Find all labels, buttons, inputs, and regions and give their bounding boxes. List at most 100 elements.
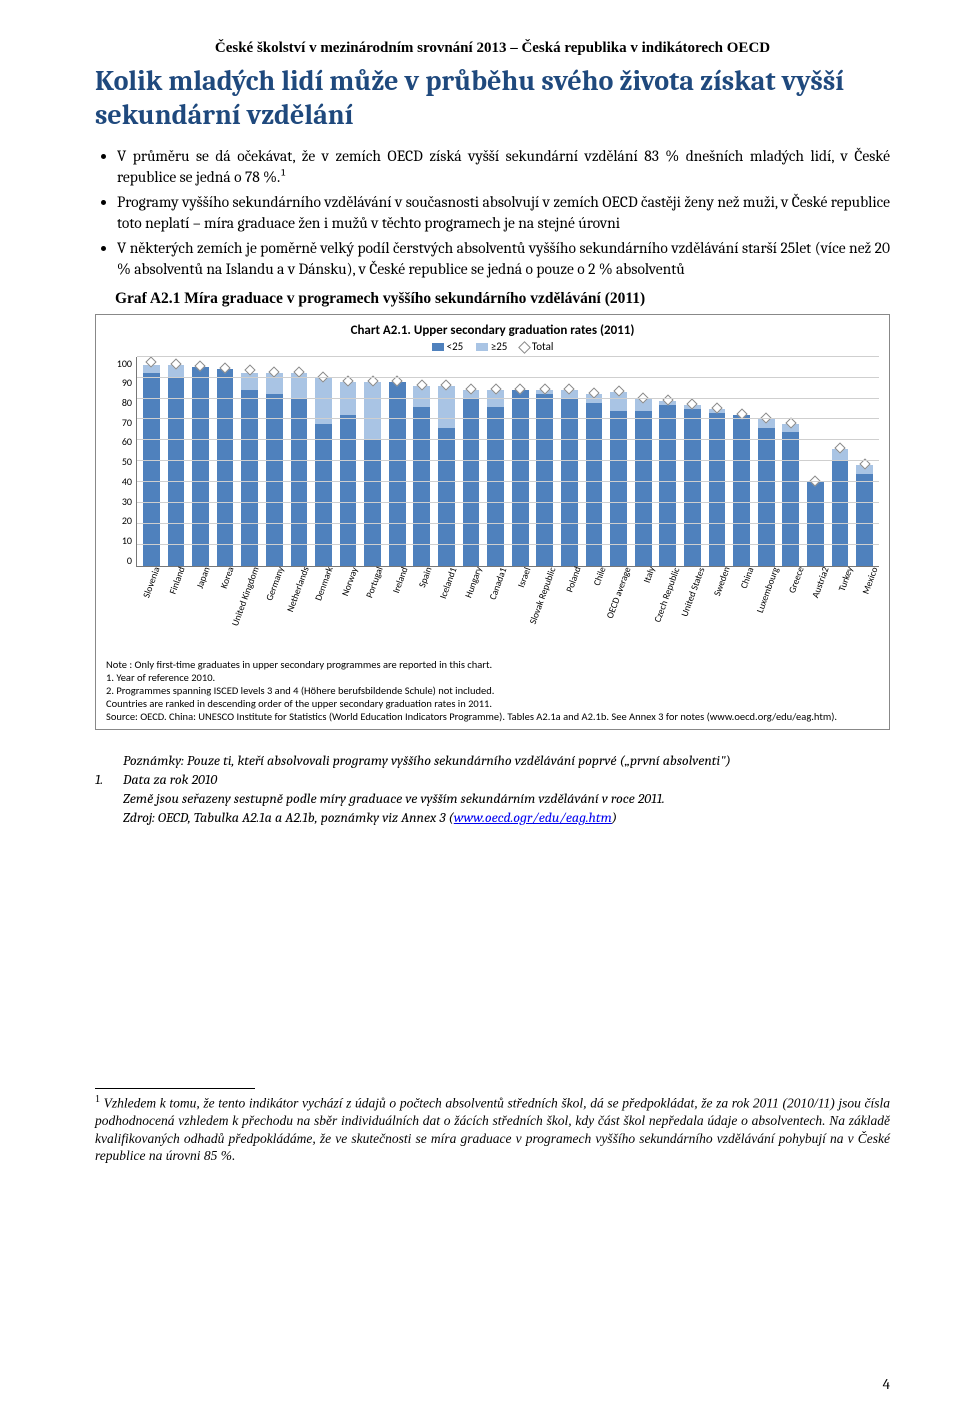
bar-segment-lt25 [536,394,553,565]
note-line: Zdroj: OECD, Tabulka A2.1a a A2.1b, pozn… [123,809,617,828]
bar-slot [754,357,779,566]
bar-segment-lt25 [659,405,676,566]
bar-stack [168,357,185,566]
chart-legend: <25 ≥25 Total [106,340,879,353]
bar-slot [606,357,631,566]
bar-stack [856,357,873,566]
bar-stack [266,357,283,566]
bar-stack [463,357,480,566]
bar-stack [512,357,529,566]
bar-slot [705,357,730,566]
chart-heading: Graf A2.1 Míra graduace v programech vyš… [115,290,890,308]
gridline [137,460,879,461]
chart-plot-area [136,357,879,567]
bar-slot [213,357,238,566]
bar-stack [487,357,504,566]
bar-stack [561,357,578,566]
bar-slot [237,357,262,566]
bar-slot [483,357,508,566]
bullet-item: V průměru se dá očekávat, že v zemích OE… [117,146,890,188]
ytick-label: 0 [106,554,132,567]
gridline [137,418,879,419]
bar-slot [360,357,385,566]
bar-stack [315,357,332,566]
note-line: Země jsou seřazeny sestupně podle míry g… [123,790,665,809]
footnote-text: Vzhledem k tomu, že tento indikátor vych… [95,1095,890,1163]
bar-slot [188,357,213,566]
bar-slot [655,357,680,566]
bar-slot [287,357,312,566]
bar-slot [631,357,656,566]
bar-stack [659,357,676,566]
legend-swatch-lt25 [432,343,444,351]
ytick-label: 40 [106,475,132,488]
bullet-item: Programy vyššího sekundárního vzdělávání… [117,192,890,234]
bar-stack [364,357,381,566]
bar-segment-ge25 [340,382,357,415]
footnote: 1 Vzhledem k tomu, že tento indikátor vy… [95,1093,890,1165]
bar-segment-lt25 [586,403,603,566]
bar-slot [139,357,164,566]
gridline [137,481,879,482]
bar-stack [832,357,849,566]
bar-segment-lt25 [807,482,824,566]
ytick-label: 60 [106,435,132,448]
legend-swatch-total [518,341,531,354]
bar-slot [508,357,533,566]
bar-segment-lt25 [413,407,430,566]
bar-stack [192,357,209,566]
bar-slot [557,357,582,566]
bar-slot [778,357,803,566]
bar-stack [438,357,455,566]
ytick-label: 90 [106,376,132,389]
bar-segment-lt25 [217,369,234,565]
gridline [137,544,879,545]
bar-stack [758,357,775,566]
ytick-label: 10 [106,534,132,547]
running-header: České školství v mezinárodním srovnání 2… [95,40,890,57]
ytick-label: 80 [106,396,132,409]
bar-slot [262,357,287,566]
bar-segment-lt25 [291,399,308,566]
bar-segment-lt25 [758,428,775,566]
bullet-list: V průměru se dá očekávat, že v zemích OE… [95,146,890,280]
footnote-rule [95,1088,255,1089]
ytick-label: 30 [106,495,132,508]
bar-slot [410,357,435,566]
chart-yaxis: 0102030405060708090100 [106,357,136,567]
ytick-label: 70 [106,416,132,429]
bar-stack [413,357,430,566]
source-link[interactable]: www.oecd.ogr/edu/eag.htm [454,809,612,826]
bar-slot [434,357,459,566]
bar-stack [610,357,627,566]
bar-segment-lt25 [389,382,406,566]
bar-stack [536,357,553,566]
bar-stack [684,357,701,566]
legend-label-total: Total [532,340,554,353]
bar-slot [164,357,189,566]
bar-slot [385,357,410,566]
ytick-label: 50 [106,455,132,468]
gridline [137,523,879,524]
bar-stack [807,357,824,566]
bar-stack [389,357,406,566]
bar-segment-lt25 [168,378,185,566]
bar-segment-ge25 [364,382,381,441]
chart-note-line: Source: OECD. China: UNESCO Institute fo… [106,710,879,723]
ytick-label: 100 [106,357,132,370]
chart-bars [137,357,879,566]
bar-stack [217,357,234,566]
bar-segment-lt25 [684,409,701,566]
bar-segment-lt25 [241,390,258,566]
chart-note-line: Countries are ranked in descending order… [106,697,879,710]
bar-segment-lt25 [856,474,873,566]
bar-segment-lt25 [487,407,504,566]
chart-title: Chart A2.1. Upper secondary graduation r… [106,323,879,338]
bar-segment-lt25 [610,411,627,566]
page-title: Kolik mladých lidí může v průběhu svého … [95,65,890,132]
bar-segment-lt25 [266,394,283,565]
legend-label-lt25: <25 [447,340,464,353]
legend-swatch-ge25 [476,343,488,351]
note-number: 1. [95,771,123,790]
bar-slot [533,357,558,566]
